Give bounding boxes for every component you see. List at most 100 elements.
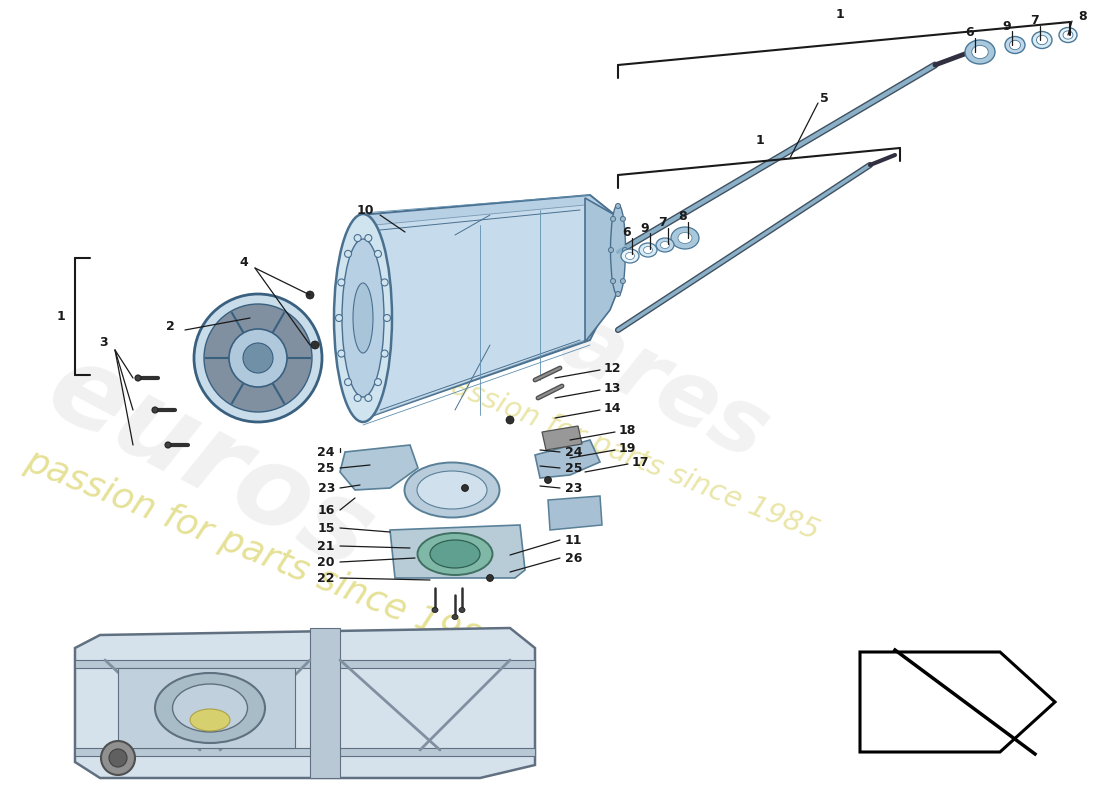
- Text: 15: 15: [318, 522, 336, 534]
- Polygon shape: [360, 195, 617, 420]
- Polygon shape: [860, 652, 1055, 752]
- Ellipse shape: [1036, 35, 1047, 45]
- Circle shape: [344, 250, 352, 258]
- Ellipse shape: [971, 46, 988, 58]
- Text: passion for parts since 1985: passion for parts since 1985: [20, 443, 508, 667]
- Ellipse shape: [671, 227, 698, 249]
- Ellipse shape: [1010, 40, 1021, 50]
- Ellipse shape: [243, 343, 273, 373]
- Circle shape: [544, 477, 551, 483]
- Circle shape: [623, 247, 627, 253]
- Circle shape: [374, 378, 382, 386]
- Ellipse shape: [1059, 27, 1077, 42]
- Ellipse shape: [430, 540, 480, 568]
- Ellipse shape: [152, 407, 158, 413]
- Circle shape: [336, 314, 342, 322]
- Text: 8: 8: [1078, 10, 1087, 23]
- Ellipse shape: [101, 741, 135, 775]
- Circle shape: [506, 416, 514, 424]
- Text: 13: 13: [604, 382, 622, 394]
- Ellipse shape: [1032, 31, 1052, 49]
- Polygon shape: [75, 660, 535, 668]
- Circle shape: [306, 291, 313, 299]
- Ellipse shape: [194, 294, 322, 422]
- Circle shape: [338, 350, 345, 357]
- Text: 4: 4: [240, 255, 248, 269]
- Circle shape: [354, 394, 361, 402]
- Text: 9: 9: [1002, 19, 1011, 33]
- Ellipse shape: [1005, 37, 1025, 54]
- Circle shape: [344, 378, 352, 386]
- Text: dares: dares: [490, 267, 783, 479]
- Ellipse shape: [204, 304, 312, 412]
- Ellipse shape: [165, 442, 170, 448]
- Ellipse shape: [353, 283, 373, 353]
- Text: 7: 7: [1031, 14, 1040, 27]
- Polygon shape: [535, 440, 600, 478]
- Ellipse shape: [190, 709, 230, 731]
- Text: 9: 9: [640, 222, 649, 234]
- Circle shape: [610, 278, 616, 284]
- Polygon shape: [390, 525, 525, 578]
- Ellipse shape: [417, 471, 487, 509]
- Circle shape: [381, 279, 388, 286]
- Text: 1: 1: [56, 310, 65, 322]
- Ellipse shape: [1063, 31, 1072, 39]
- Text: 20: 20: [318, 555, 336, 569]
- Text: 1: 1: [756, 134, 764, 146]
- Circle shape: [338, 279, 345, 286]
- Text: 7: 7: [658, 217, 667, 230]
- Text: 24: 24: [565, 446, 583, 458]
- Circle shape: [374, 250, 382, 258]
- Ellipse shape: [452, 614, 458, 619]
- Ellipse shape: [656, 238, 674, 252]
- Ellipse shape: [418, 533, 493, 575]
- Circle shape: [610, 216, 616, 222]
- Polygon shape: [75, 748, 535, 756]
- Polygon shape: [118, 668, 295, 748]
- Ellipse shape: [334, 214, 392, 422]
- Circle shape: [616, 291, 620, 297]
- Polygon shape: [548, 496, 602, 530]
- Ellipse shape: [965, 40, 996, 64]
- Ellipse shape: [639, 243, 657, 257]
- Text: 22: 22: [318, 571, 336, 585]
- Ellipse shape: [342, 239, 384, 397]
- Circle shape: [381, 350, 388, 357]
- Text: 10: 10: [356, 203, 374, 217]
- Text: 23: 23: [565, 482, 582, 494]
- Text: 8: 8: [679, 210, 688, 223]
- Ellipse shape: [626, 253, 635, 259]
- Text: 26: 26: [565, 551, 582, 565]
- Ellipse shape: [644, 246, 652, 254]
- Ellipse shape: [405, 462, 499, 518]
- Ellipse shape: [621, 249, 639, 263]
- Text: 16: 16: [318, 503, 336, 517]
- Ellipse shape: [155, 673, 265, 743]
- Polygon shape: [375, 205, 610, 415]
- Circle shape: [620, 278, 626, 284]
- Circle shape: [311, 341, 319, 349]
- Text: 21: 21: [318, 539, 336, 553]
- Text: 25: 25: [565, 462, 583, 474]
- Ellipse shape: [678, 233, 692, 243]
- Ellipse shape: [109, 749, 126, 767]
- Circle shape: [462, 485, 469, 491]
- Text: 12: 12: [604, 362, 622, 374]
- Ellipse shape: [610, 204, 626, 296]
- Text: 19: 19: [619, 442, 637, 454]
- Circle shape: [365, 234, 372, 242]
- Text: euros: euros: [30, 334, 390, 593]
- Polygon shape: [310, 628, 340, 778]
- Text: 3: 3: [99, 335, 108, 349]
- Circle shape: [608, 247, 614, 253]
- Text: 11: 11: [565, 534, 583, 546]
- Text: 14: 14: [604, 402, 622, 414]
- Polygon shape: [542, 426, 582, 450]
- Circle shape: [365, 394, 372, 402]
- Text: 17: 17: [632, 455, 649, 469]
- Text: passion for parts since 1985: passion for parts since 1985: [430, 366, 823, 546]
- Circle shape: [616, 203, 620, 209]
- Text: 2: 2: [166, 321, 175, 334]
- Circle shape: [486, 574, 494, 582]
